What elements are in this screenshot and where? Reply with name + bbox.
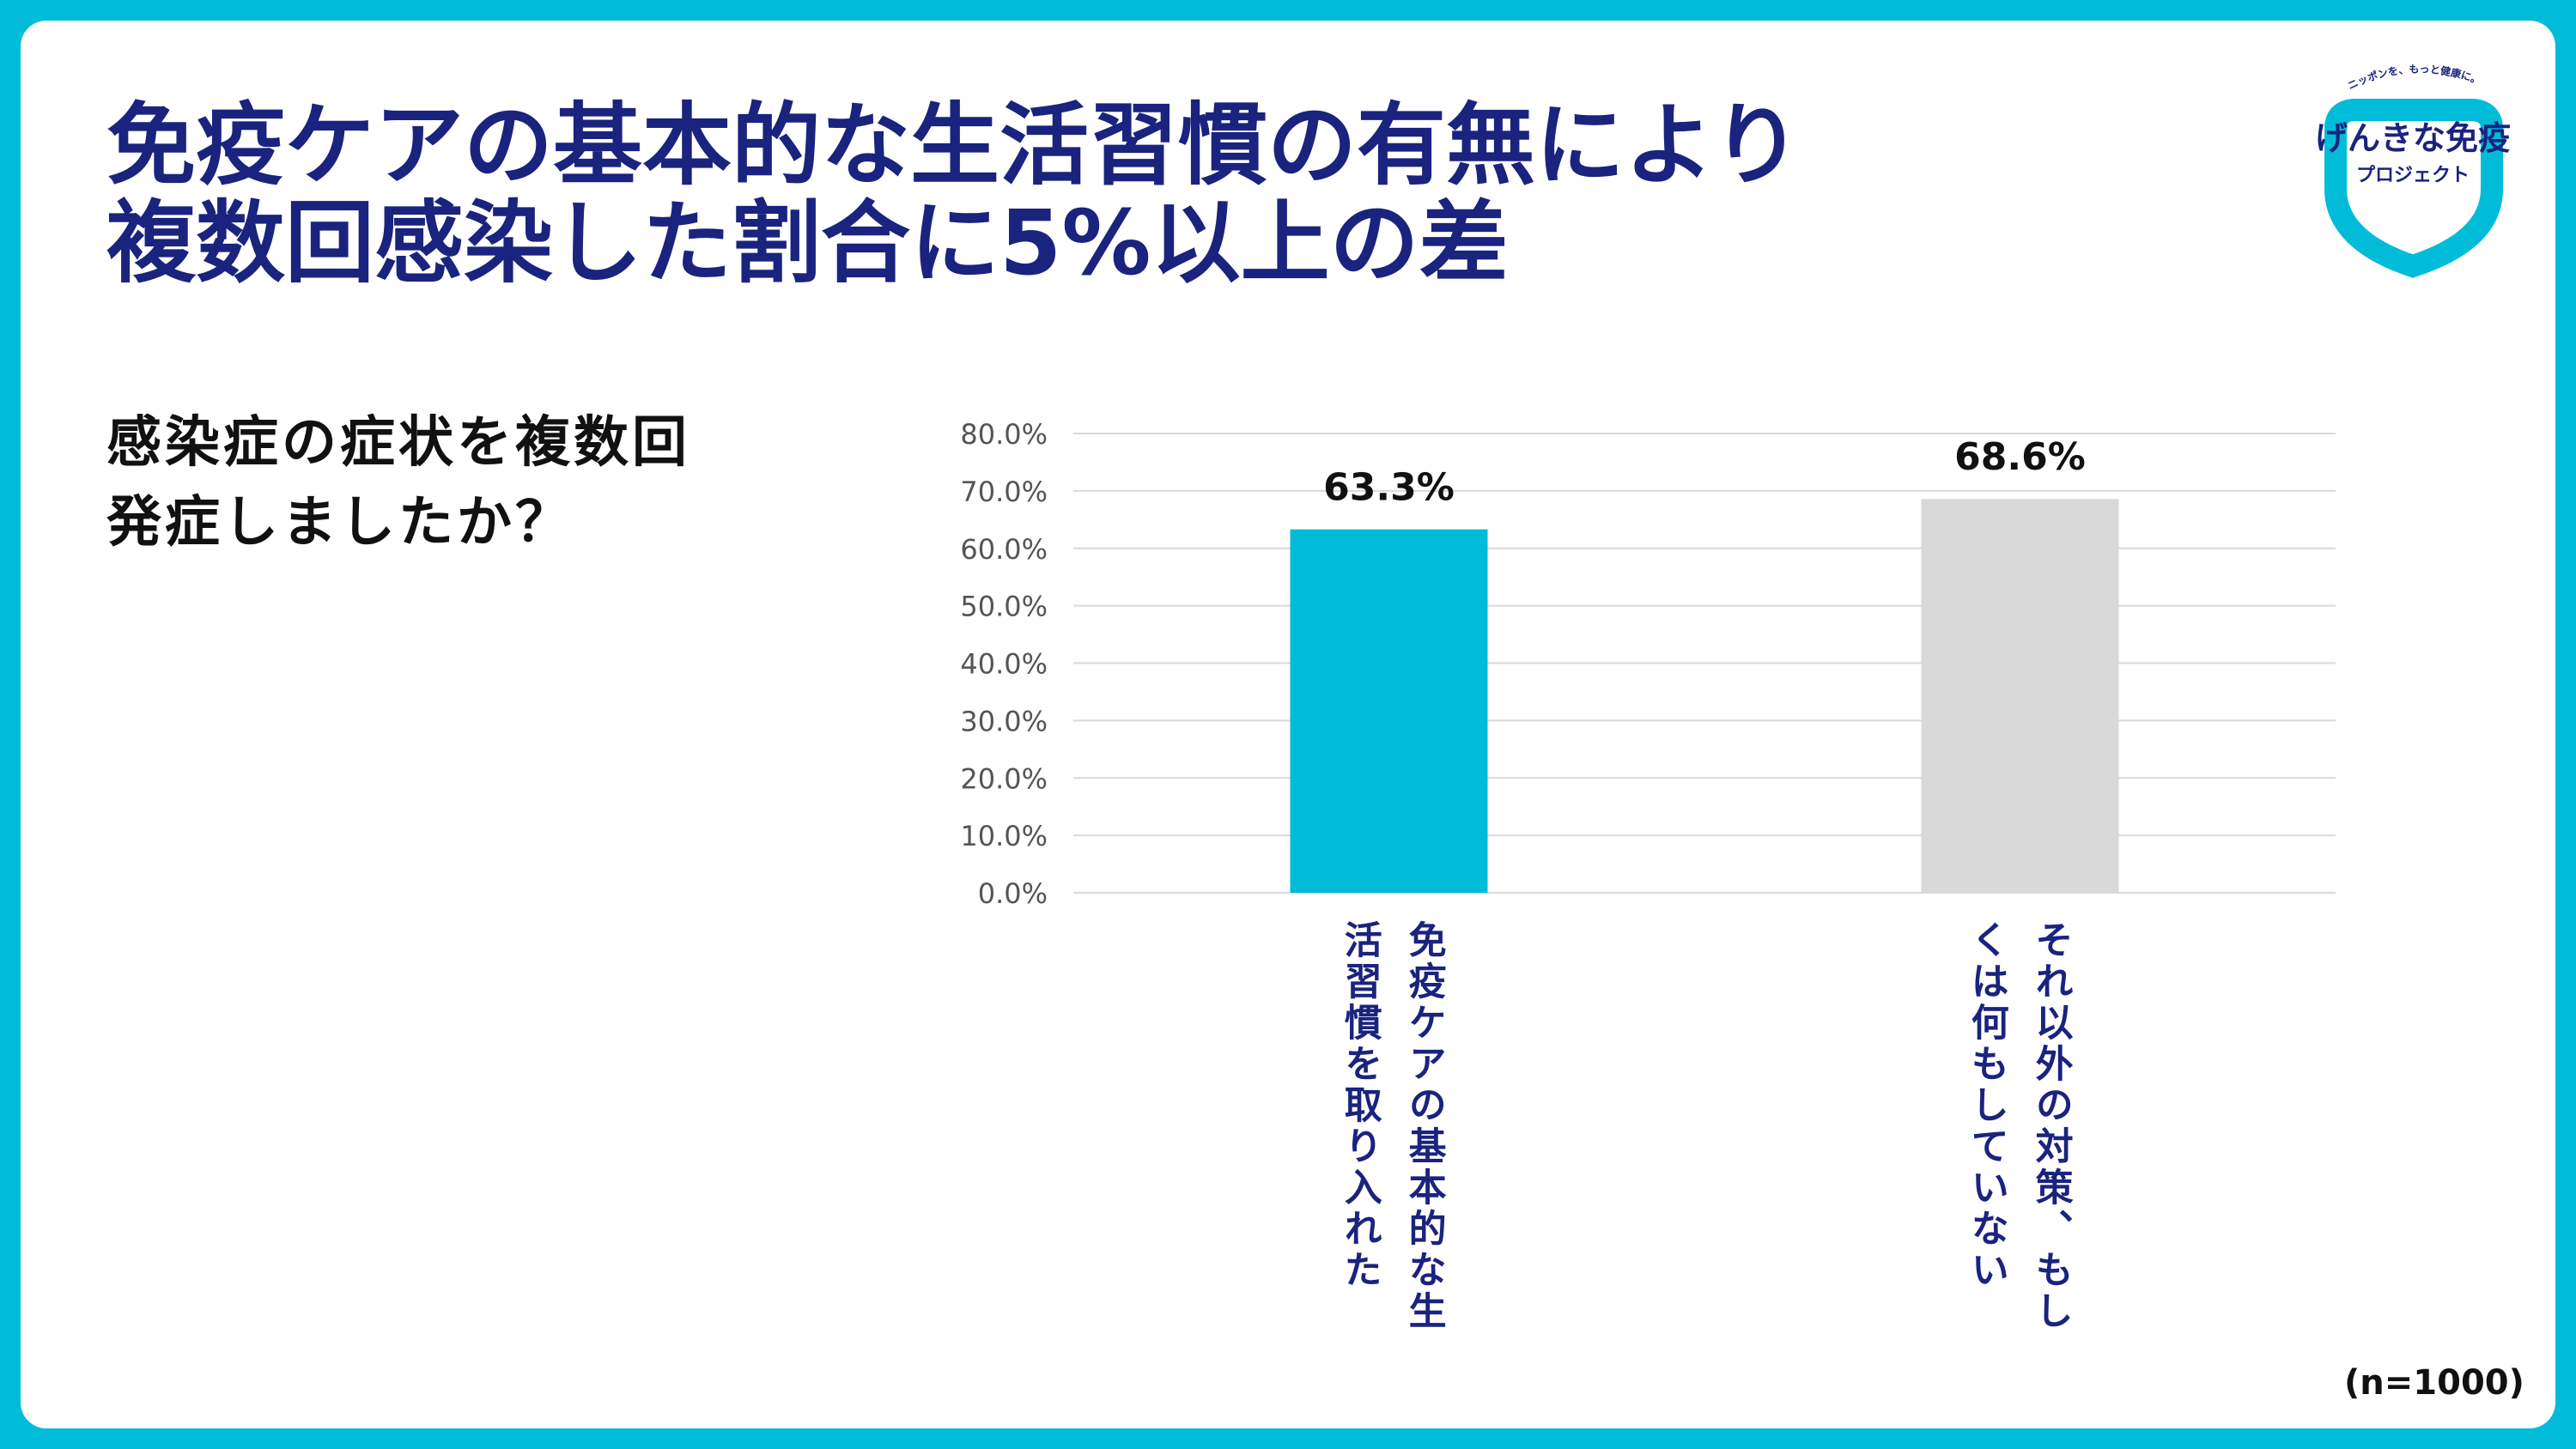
title-line-2: 複数回感染した割合に5%以上の差: [106, 191, 1509, 296]
bar: [1921, 499, 2119, 893]
y-tick-label: 80.0%: [960, 418, 1048, 451]
category-label-2: それ以外の対策、もしくは何もしていない: [1964, 920, 2073, 1332]
bar: [1290, 529, 1488, 893]
y-tick-label: 40.0%: [960, 648, 1048, 681]
y-tick-label: 70.0%: [960, 476, 1048, 508]
data-label: 68.6%: [1954, 435, 2086, 479]
y-tick-label: 60.0%: [960, 533, 1048, 566]
question-line-2: 発症しましたか？: [106, 490, 574, 555]
slide-card: [21, 21, 2555, 1428]
title-line-1: 免疫ケアの基本的な生活習慣の有無により: [106, 93, 1801, 197]
slide-title: 免疫ケアの基本的な生活習慣の有無により 複数回感染した割合に5%以上の差: [106, 96, 1801, 293]
logo-subtitle: プロジェクト: [2355, 165, 2470, 186]
logo-name: げんきな免疫: [2314, 119, 2511, 157]
y-tick-label: 30.0%: [960, 705, 1048, 737]
y-tick-label: 0.0%: [978, 877, 1048, 910]
y-tick-label: 10.0%: [960, 820, 1048, 852]
y-tick-label: 20.0%: [960, 762, 1048, 795]
project-logo: ニッポンを、もっと健康に。 げんきな免疫 プロジェクト: [2301, 60, 2524, 283]
category-label-1: 免疫ケアの基本的な生活習慣を取り入れた: [1337, 920, 1446, 1332]
logo-tagline: ニッポンを、もっと健康に。: [2346, 63, 2483, 92]
y-tick-label: 50.0%: [960, 591, 1048, 623]
logo-shield-icon: [2324, 99, 2503, 278]
data-label: 63.3%: [1323, 466, 1455, 510]
sample-size-note: (n=1000): [2344, 1363, 2524, 1403]
survey-question: 感染症の症状を複数回 発症しましたか？: [106, 403, 690, 563]
question-line-1: 感染症の症状を複数回: [106, 411, 690, 475]
